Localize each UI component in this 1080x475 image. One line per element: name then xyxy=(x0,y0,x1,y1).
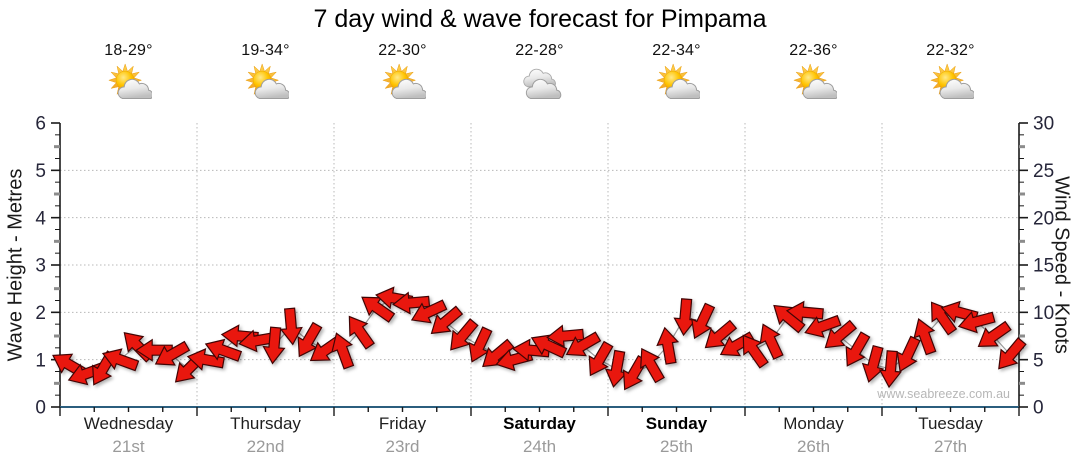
wind-arrow xyxy=(279,307,303,346)
day-date-label: 24th xyxy=(522,437,557,456)
right-axis-tick-label: 0 xyxy=(1033,398,1044,419)
right-axis-tick-label: 25 xyxy=(1033,161,1054,182)
day-date-label: 26th xyxy=(796,437,831,456)
right-axis-tick-label: 10 xyxy=(1033,303,1054,324)
day-name-label: Tuesday xyxy=(918,414,983,433)
left-axis-tick-label: 2 xyxy=(35,303,46,324)
day-date-label: 23rd xyxy=(385,437,420,456)
wind-arrow xyxy=(392,291,431,315)
day-name-label: Sunday xyxy=(645,414,708,433)
temp-range-label: 18-29° xyxy=(104,42,153,59)
wind-arrow xyxy=(759,323,784,360)
right-axis-tick-label: 15 xyxy=(1033,256,1054,277)
wind-arrow xyxy=(640,347,665,384)
temp-range-label: 22-32° xyxy=(926,42,975,59)
right-axis-tick-label: 30 xyxy=(1033,114,1054,135)
wind-arrow xyxy=(331,332,355,370)
day-label: Friday 23rd xyxy=(334,414,471,457)
wind-arrow xyxy=(204,338,243,362)
wave-axis-label: Wave Height - Metres xyxy=(4,168,27,362)
wind-arrow xyxy=(957,310,996,334)
wind-arrow-series xyxy=(52,286,1027,391)
day-label: Sunday 25th xyxy=(608,414,745,457)
temp-range-label: 22-34° xyxy=(652,42,701,59)
wind-arrow xyxy=(691,302,716,340)
wind-arrow xyxy=(588,340,614,377)
wind-arrow xyxy=(998,337,1027,370)
wind-arrow xyxy=(262,326,286,365)
day-summary: 22-30° xyxy=(334,42,471,109)
day-label: Thursday 22nd xyxy=(197,414,334,457)
temp-range-label: 22-28° xyxy=(515,42,564,59)
day-name-label: Monday xyxy=(783,414,844,433)
wind-arrow xyxy=(896,335,921,373)
day-label: Wednesday 21st xyxy=(60,414,197,457)
left-axis-tick-label: 0 xyxy=(35,398,46,419)
watermark: www.seabreeze.com.au xyxy=(877,387,1010,401)
day-name-label: Thursday xyxy=(230,414,301,433)
left-axis-tick-label: 5 xyxy=(35,161,46,182)
wind-arrow xyxy=(410,299,448,324)
wind-arrow xyxy=(186,348,225,371)
wind-axis-label: Wind Speed - Knots xyxy=(1050,176,1073,354)
wind-arrow xyxy=(101,348,140,372)
day-label: Tuesday 27th xyxy=(882,414,1019,457)
day-summary: 19-34° xyxy=(197,42,334,109)
wind-arrow xyxy=(348,315,375,350)
temp-range-label: 22-30° xyxy=(378,42,427,59)
wind-arrow xyxy=(785,300,824,324)
day-label: Saturday 24th xyxy=(471,414,608,457)
wind-arrow xyxy=(135,338,173,362)
wind-arrow xyxy=(450,318,479,351)
right-axis-tick-label: 20 xyxy=(1033,208,1054,229)
wind-arrow xyxy=(742,334,769,369)
wind-arrow xyxy=(430,305,464,335)
wind-arrow xyxy=(878,350,903,389)
day-date-label: 21st xyxy=(112,437,145,456)
page-title: 7 day wind & wave forecast for Pimpama xyxy=(313,5,767,33)
left-axis-tick-label: 3 xyxy=(35,256,46,277)
wind-arrow xyxy=(913,318,937,356)
temp-range-label: 19-34° xyxy=(241,42,290,59)
wind-arrow xyxy=(546,324,585,348)
day-summary: 22-28° xyxy=(471,42,608,109)
day-name-label: Wednesday xyxy=(83,414,174,433)
day-name-label: Friday xyxy=(378,414,427,433)
wind-arrow xyxy=(361,296,396,323)
day-summary: 22-32° xyxy=(882,42,1019,109)
day-label: Monday 26th xyxy=(745,414,882,457)
wind-arrow xyxy=(704,319,738,349)
right-axis-tick-label: 5 xyxy=(1033,350,1044,371)
left-axis-tick-label: 1 xyxy=(35,350,46,371)
wind-arrow xyxy=(930,301,958,336)
day-summary: 22-36° xyxy=(745,42,882,109)
wind-arrow xyxy=(565,331,602,357)
day-date-label: 27th xyxy=(933,437,968,456)
left-axis-tick-label: 6 xyxy=(35,114,46,135)
day-summary: 22-34° xyxy=(608,42,745,109)
day-summary: 18-29° xyxy=(60,42,197,109)
wind-arrow xyxy=(154,340,191,366)
day-date-label: 22nd xyxy=(246,437,285,456)
left-axis-tick-label: 4 xyxy=(35,208,46,229)
wind-arrow xyxy=(824,319,858,349)
wind-arrow xyxy=(977,320,1012,347)
wind-arrow xyxy=(804,314,842,338)
wind-arrow xyxy=(530,334,568,359)
wind-arrow xyxy=(656,326,680,365)
wind-arrow xyxy=(468,326,493,363)
day-name-label: Saturday xyxy=(503,414,576,433)
wind-arrow xyxy=(673,298,697,337)
temp-range-label: 22-36° xyxy=(789,42,838,59)
day-date-label: 25th xyxy=(659,437,694,456)
wind-arrow xyxy=(845,331,871,367)
wind-arrow xyxy=(604,349,628,388)
wind-arrow xyxy=(861,344,885,383)
